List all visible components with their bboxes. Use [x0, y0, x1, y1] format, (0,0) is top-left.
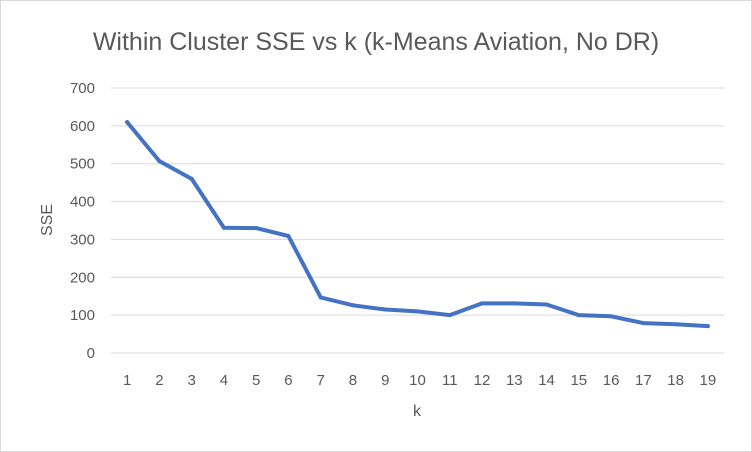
data-point-k-3	[189, 176, 194, 181]
data-point-k-1	[125, 120, 130, 125]
x-axis-ticks: 1 2 3 4 5 6 7 8 9 10 11 12 13 14 15 16 17 18 19	[123, 372, 716, 389]
data-point-k-11	[447, 313, 452, 318]
data-point-k-6	[286, 234, 291, 239]
y-tick-label: 500	[70, 156, 95, 173]
y-tick-label: 600	[70, 118, 95, 135]
data-point-k-12	[480, 301, 485, 306]
x-tick-label: 5	[252, 372, 260, 389]
x-tick-label: 12	[474, 372, 491, 389]
data-point-k-16	[609, 314, 614, 319]
x-tick-label: 18	[667, 372, 684, 389]
data-point-k-18	[673, 322, 678, 327]
data-point-k-4	[221, 225, 226, 230]
y-tick-label: 700	[70, 80, 95, 97]
data-point-k-15	[576, 313, 581, 318]
data-point-k-2	[157, 159, 162, 164]
data-point-k-5	[254, 226, 259, 231]
data-point-k-7	[318, 295, 323, 300]
x-tick-label: 11	[442, 372, 458, 389]
x-tick-label: 7	[317, 372, 325, 389]
x-tick-label: 6	[284, 372, 292, 389]
x-tick-label: 4	[220, 372, 228, 389]
y-tick-label: 300	[70, 231, 95, 248]
x-tick-label: 9	[381, 372, 389, 389]
data-point-k-19	[705, 324, 710, 329]
x-tick-label: 13	[506, 372, 523, 389]
y-tick-label: 400	[70, 194, 95, 211]
x-tick-label: 1	[123, 372, 131, 389]
x-tick-label: 16	[603, 372, 620, 389]
x-tick-label: 2	[155, 372, 163, 389]
x-tick-label: 19	[700, 372, 717, 389]
data-point-k-10	[415, 309, 420, 314]
x-tick-label: 17	[635, 372, 652, 389]
y-axis-label: SSE	[39, 204, 56, 236]
data-point-k-9	[383, 307, 388, 312]
x-tick-label: 14	[538, 372, 555, 389]
y-tick-label: 100	[70, 307, 95, 324]
gridlines	[111, 87, 724, 354]
x-tick-label: 8	[349, 372, 357, 389]
x-tick-label: 3	[187, 372, 195, 389]
x-tick-label: 15	[570, 372, 587, 389]
y-tick-label: 0	[87, 345, 95, 362]
data-point-k-8	[350, 303, 355, 308]
y-axis-ticks: 0 100 200 300 400 500 600 700	[70, 80, 95, 362]
series-layer	[125, 120, 710, 329]
data-point-k-17	[641, 321, 646, 326]
y-tick-label: 200	[70, 269, 95, 286]
chart-title: Within Cluster SSE vs k (k-Means Aviatio…	[93, 28, 659, 56]
x-tick-label: 10	[409, 372, 426, 389]
data-point-k-13	[512, 301, 517, 306]
x-axis-label: k	[413, 403, 422, 420]
data-point-k-14	[544, 302, 549, 307]
series-line	[125, 120, 710, 329]
